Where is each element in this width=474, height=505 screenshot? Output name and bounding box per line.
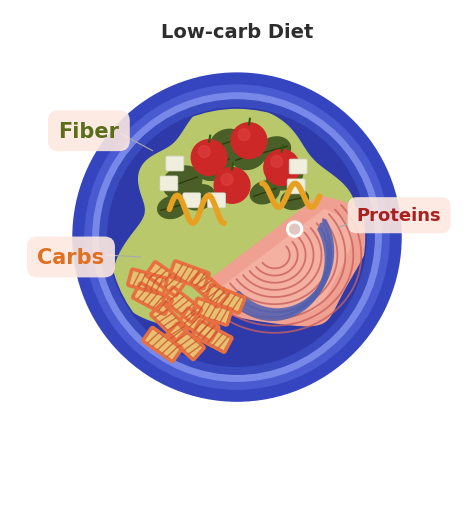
Circle shape [264, 150, 300, 186]
Ellipse shape [250, 181, 279, 205]
FancyBboxPatch shape [207, 287, 243, 312]
FancyBboxPatch shape [171, 263, 207, 287]
Circle shape [231, 124, 267, 159]
FancyBboxPatch shape [192, 273, 226, 306]
Text: Low-carb Diet: Low-carb Diet [161, 23, 313, 42]
Text: Proteins: Proteins [357, 207, 441, 225]
Circle shape [214, 168, 250, 204]
FancyBboxPatch shape [287, 180, 305, 194]
Polygon shape [204, 196, 371, 326]
Ellipse shape [281, 190, 309, 210]
FancyBboxPatch shape [183, 193, 201, 209]
Ellipse shape [232, 142, 266, 170]
Circle shape [73, 74, 401, 401]
Circle shape [221, 174, 233, 186]
FancyBboxPatch shape [208, 193, 226, 209]
Circle shape [100, 100, 374, 375]
Ellipse shape [197, 152, 233, 181]
Circle shape [287, 222, 302, 238]
Polygon shape [221, 210, 351, 314]
Text: Fiber: Fiber [58, 122, 119, 141]
Circle shape [85, 86, 389, 389]
Circle shape [238, 129, 250, 141]
Ellipse shape [259, 138, 291, 163]
Circle shape [198, 146, 210, 158]
FancyBboxPatch shape [129, 271, 165, 293]
Circle shape [271, 156, 283, 168]
Ellipse shape [267, 162, 303, 190]
Circle shape [191, 140, 227, 176]
Ellipse shape [158, 196, 187, 219]
FancyBboxPatch shape [160, 177, 178, 191]
Ellipse shape [184, 185, 215, 211]
FancyBboxPatch shape [166, 157, 184, 172]
FancyBboxPatch shape [168, 326, 202, 358]
Circle shape [93, 94, 381, 381]
FancyBboxPatch shape [135, 285, 170, 313]
Polygon shape [114, 102, 355, 326]
Circle shape [290, 225, 300, 235]
FancyBboxPatch shape [145, 330, 180, 360]
FancyBboxPatch shape [148, 264, 183, 294]
Ellipse shape [163, 167, 202, 199]
Circle shape [108, 109, 366, 367]
FancyBboxPatch shape [194, 300, 230, 324]
FancyBboxPatch shape [289, 160, 307, 175]
Ellipse shape [210, 130, 244, 157]
FancyBboxPatch shape [153, 306, 186, 338]
FancyBboxPatch shape [194, 323, 230, 350]
Text: Carbs: Carbs [37, 247, 105, 268]
FancyBboxPatch shape [182, 311, 217, 339]
FancyBboxPatch shape [165, 289, 200, 321]
